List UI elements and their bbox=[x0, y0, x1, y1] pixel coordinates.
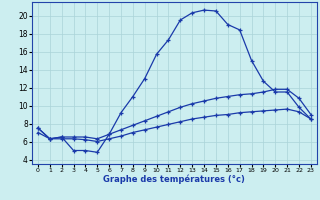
X-axis label: Graphe des températures (°c): Graphe des températures (°c) bbox=[103, 175, 245, 184]
